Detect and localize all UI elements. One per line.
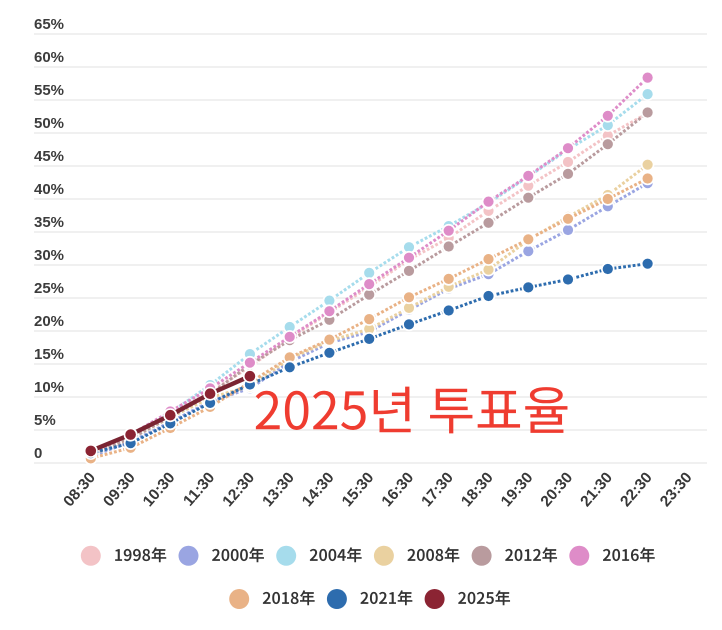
svg-text:25%: 25%	[34, 280, 64, 297]
svg-text:55%: 55%	[34, 82, 64, 99]
svg-text:35%: 35%	[34, 214, 64, 231]
svg-text:5%: 5%	[34, 412, 56, 429]
svg-text:65%: 65%	[34, 16, 64, 33]
svg-text:15%: 15%	[34, 346, 64, 363]
svg-text:60%: 60%	[34, 49, 64, 66]
svg-text:50%: 50%	[34, 115, 64, 132]
svg-text:0: 0	[34, 445, 42, 462]
svg-text:10%: 10%	[34, 379, 64, 396]
svg-text:40%: 40%	[34, 181, 64, 198]
svg-text:20%: 20%	[34, 313, 64, 330]
svg-text:30%: 30%	[34, 247, 64, 264]
svg-text:45%: 45%	[34, 148, 64, 165]
